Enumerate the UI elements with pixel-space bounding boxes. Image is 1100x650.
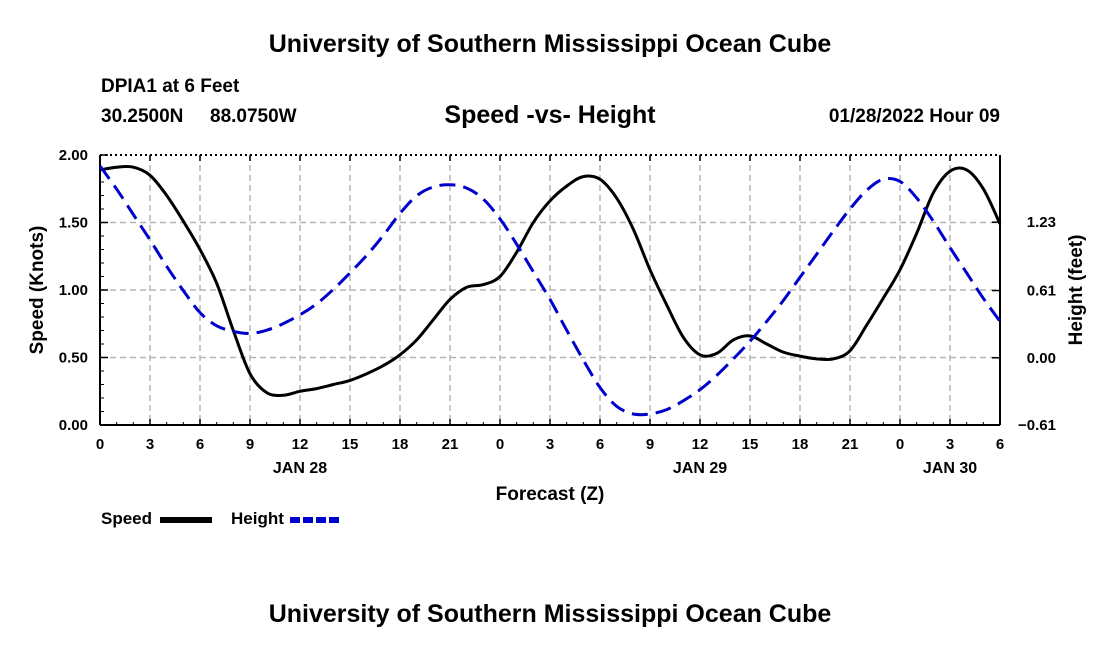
y-left-tick-label: 0.50: [59, 350, 88, 367]
footer-title: University of Southern Mississippi Ocean…: [268, 600, 832, 628]
x-tick-label: 3: [946, 436, 954, 453]
x-tick-label: 9: [246, 436, 254, 453]
x-tick-label: 21: [842, 436, 859, 453]
series-line-height: [98, 165, 1002, 417]
station-label: DPIA1 at 6 Feet: [101, 76, 240, 97]
y-axis-left-label: Speed (Knots): [27, 226, 48, 355]
x-axis-label: Forecast (Z): [496, 484, 605, 505]
x-tick-label: 21: [442, 436, 459, 453]
series-line-speed: [99, 164, 1002, 397]
x-tick-label: 3: [146, 436, 154, 453]
y-left-tick-label: 2.00: [59, 147, 88, 164]
page-title: University of Southern Mississippi Ocean…: [268, 30, 832, 58]
x-tick-label: 6: [996, 436, 1004, 453]
y-right-tick-label: 0.00: [1027, 350, 1056, 367]
y-right-tick-label: 1.23: [1027, 214, 1056, 231]
latitude-label: 30.2500N: [101, 106, 184, 127]
forecast-datetime: 01/28/2022 Hour 09: [828, 106, 1000, 127]
y-left-tick-label: 0.00: [59, 417, 88, 434]
y-right-tick-label: 0.61: [1027, 283, 1056, 300]
x-tick-label: 15: [742, 436, 759, 453]
x-tick-label: 18: [792, 436, 809, 453]
y-right-tick-label: −0.61: [1018, 417, 1056, 434]
y-left-tick-label: 1.50: [59, 215, 88, 232]
legend-height-swatch: [290, 517, 342, 523]
x-tick-label: 6: [196, 436, 204, 453]
date-label: JAN 29: [673, 460, 727, 477]
x-tick-label: 12: [692, 436, 709, 453]
x-tick-label: 0: [96, 436, 104, 453]
x-tick-label: 9: [646, 436, 654, 453]
legend-height-label: Height: [231, 509, 284, 528]
x-tick-label: 12: [292, 436, 309, 453]
x-tick-label: 3: [546, 436, 554, 453]
chart-subtitle: Speed -vs- Height: [444, 101, 656, 129]
y-left-tick-label: 1.00: [59, 282, 88, 299]
x-tick-label: 15: [342, 436, 359, 453]
date-label: JAN 30: [923, 460, 977, 477]
x-tick-label: 0: [496, 436, 504, 453]
longitude-label: 88.0750W: [210, 106, 297, 127]
x-tick-label: 6: [596, 436, 604, 453]
y-axis-right-label: Height (feet): [1066, 235, 1087, 346]
x-tick-label: 18: [392, 436, 409, 453]
x-tick-label: 0: [896, 436, 904, 453]
speed-height-chart: 0 3 6 9 12 15 18 21 0 3 6 9 12 15 18 21 0 3 6 JAN 28 JAN 29 J…: [27, 147, 1087, 505]
date-label: JAN 28: [273, 460, 327, 477]
legend-speed-swatch: [160, 517, 212, 523]
legend-speed-label: Speed: [101, 509, 153, 528]
